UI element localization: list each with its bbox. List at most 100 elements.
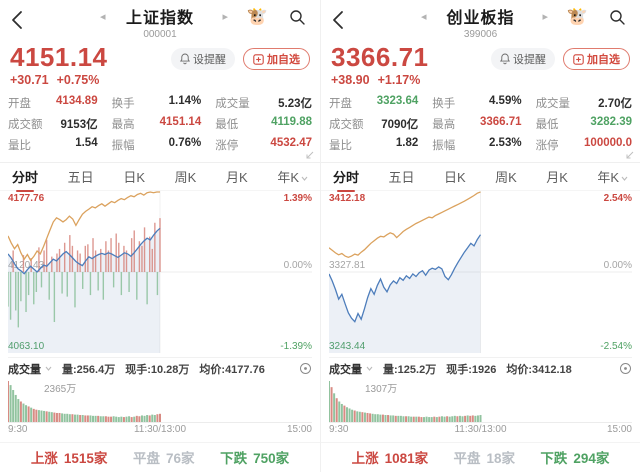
plus-square-icon [253,53,264,65]
search-icon[interactable] [609,9,626,26]
quote-block: 3366.71 +38.90 +1.17% 设提醒 加自选 [321,40,640,88]
prev-index-icon[interactable]: ◂ [100,11,106,23]
indicator-settings-icon[interactable] [299,362,312,375]
stat-amount: 成交额 9153亿 [8,118,98,131]
tab-5day[interactable]: 五日 [388,170,415,185]
time-open: 9:30 [8,424,28,435]
volume-total: 量:256.4万 [62,363,116,376]
timeline-svg [8,191,312,353]
chart-low-label: 3243.44 [329,341,365,352]
price-change: +30.71 +0.75% [10,73,310,87]
back-icon[interactable] [10,10,24,30]
index-title: 创业板指 [446,10,515,27]
chart-high-pct: 2.54% [603,193,632,204]
volume-peak-label: 2365万 [44,384,77,395]
stat-volume: 成交量 2.70亿 [535,97,632,110]
set-alert-button[interactable]: 设提醒 [491,48,555,70]
add-watchlist-button[interactable]: 加自选 [243,48,310,70]
stats-grid: 开盘 3323.64 换手 4.59% 成交量 2.70亿 成交额 7090亿 最高 33… [321,88,640,159]
stat-amplitude: 振幅 0.76% [111,136,202,152]
set-alert-button[interactable]: 设提醒 [171,48,235,70]
chart-high-label: 3412.18 [329,193,366,204]
stat-volume-ratio: 量比 1.82 [329,136,419,152]
unchanged: 平盘 18家 [453,450,516,466]
tab-daily-k[interactable]: 日K [123,170,146,185]
advancers: 上涨 1081家 [351,450,429,466]
chart-high-label: 4177.76 [8,193,45,204]
bull-emoji-icon[interactable]: 🐮 [246,7,268,26]
period-tabs: 分时 五日 日K 周K 月K 年K [0,163,320,191]
time-open: 9:30 [329,424,349,435]
quote-block: 4151.14 +30.71 +0.75% 设提醒 加自选 [0,40,320,88]
volume-total: 量:125.2万 [383,363,437,376]
volume-chart[interactable]: 1307万 [329,379,632,423]
back-icon[interactable] [331,10,345,30]
title-block: 上证指数 000001 [0,4,320,40]
time-midday: 11:30/13:00 [133,424,187,435]
volume-peak-label: 1307万 [365,384,398,395]
stat-low: 最低 3282.39 [535,115,632,131]
chevron-down-icon [366,366,373,371]
volume-indicator-select[interactable]: 成交量 [329,363,362,376]
chevron-down-icon [621,176,628,181]
volume-header: 成交量 量:256.4万 现手:10.28万 均价:4177.76 [8,357,312,379]
stat-high: 最高 4151.14 [111,115,202,131]
volume-current-hand: 现手:1926 [446,363,497,376]
chevron-down-icon [301,176,308,181]
market-breadth: 上涨 1515家 平盘 76家 下跌 750家 [0,442,320,470]
decliners: 下跌 294家 [540,450,610,466]
indicator-settings-icon[interactable] [619,362,632,375]
set-alert-label: 设提醒 [193,54,226,66]
tab-yearly-k[interactable]: 年K [595,163,630,190]
time-midday: 11:30/13:00 [454,424,507,435]
volume-indicator-select[interactable]: 成交量 [8,363,41,376]
section-divider [321,162,640,163]
tab-5day[interactable]: 五日 [67,170,94,185]
chart-low-pct: -2.54% [600,341,632,352]
bull-emoji-icon[interactable]: 🐮 [566,7,588,26]
next-index-icon[interactable]: ▸ [222,11,228,23]
timeline-svg [329,191,632,353]
tab-minute[interactable]: 分时 [10,163,40,190]
stat-volume-ratio: 量比 1.54 [8,136,98,152]
change-value: +30.71 [10,73,49,87]
timeline-chart[interactable]: 4177.76 1.39% 4120.43 0.00% 4063.10 -1.3… [8,191,312,353]
stats-grid: 开盘 4134.89 换手 1.14% 成交量 5.23亿 成交额 9153亿 最高 41… [0,88,320,159]
index-code: 000001 [143,29,177,40]
chart-high-pct: 1.39% [283,193,312,204]
tab-weekly-k[interactable]: 周K [174,170,197,185]
chart-zero-pct: 0.00% [283,260,312,271]
tab-monthly-k[interactable]: 月K [546,170,568,185]
timeline-chart[interactable]: 3412.18 2.54% 3327.81 0.00% 3243.44 -2.5… [329,191,632,353]
volume-chart[interactable]: 2365万 [8,379,312,423]
tab-yearly-k[interactable]: 年K [275,163,310,190]
next-index-icon[interactable]: ▸ [542,11,548,23]
decliners: 下跌 750家 [220,450,290,466]
chart-low-label: 4063.10 [8,341,44,352]
expand-stats-icon[interactable] [626,151,634,159]
title-block: 创业板指 399006 [321,4,640,40]
bell-icon [500,53,510,65]
tab-monthly-k[interactable]: 月K [226,170,248,185]
expand-stats-icon[interactable] [306,151,314,159]
volume-current-hand: 现手:10.28万 [125,363,190,376]
tab-weekly-k[interactable]: 周K [495,170,517,185]
header: ◂ 创业板指 399006 ▸ 🐮 [321,0,640,40]
chevron-down-icon [45,366,52,371]
add-watchlist-label: 加自选 [267,54,300,66]
tab-daily-k[interactable]: 日K [443,170,466,185]
section-divider [0,162,320,163]
change-percent: +0.75% [56,73,100,87]
chart-prevclose-label: 4120.43 [8,260,45,271]
volume-avg-price: 均价:4177.76 [199,363,265,376]
add-watchlist-button[interactable]: 加自选 [563,48,630,70]
stat-limit-up: 涨停 100000.0 [535,136,632,152]
search-icon[interactable] [289,9,306,26]
stat-amplitude: 振幅 2.53% [432,136,522,152]
prev-index-icon[interactable]: ◂ [421,11,427,23]
change-value: +38.90 [331,73,370,87]
plus-square-icon [573,53,584,65]
time-axis: 9:30 11:30/13:00 15:00 [8,424,312,439]
tab-minute[interactable]: 分时 [331,163,361,190]
